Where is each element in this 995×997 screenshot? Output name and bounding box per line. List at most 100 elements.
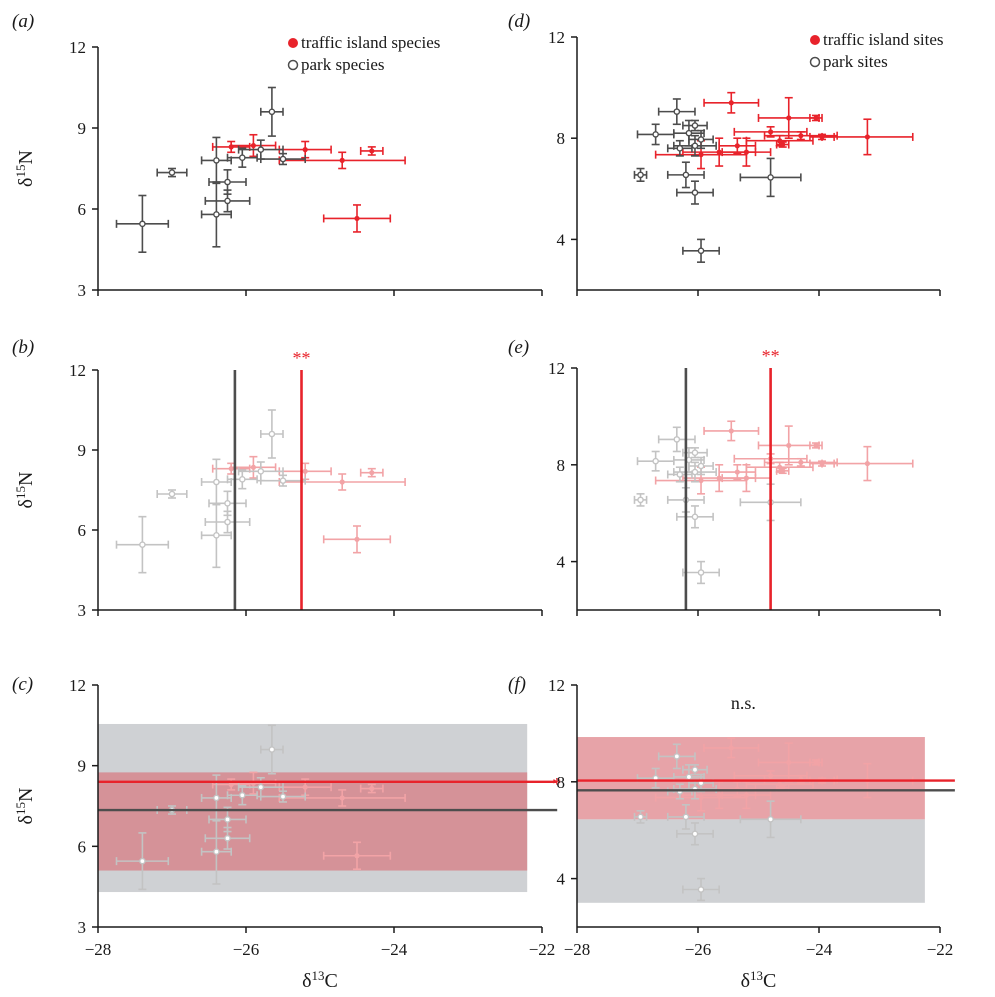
island-point bbox=[775, 466, 790, 475]
park-point bbox=[208, 806, 247, 833]
park-point bbox=[115, 515, 170, 574]
y-tick-label: 3 bbox=[78, 281, 87, 300]
panel-label: (d) bbox=[508, 11, 530, 32]
panel-d: 4 8 12 (d) traffic island sites park sites bbox=[508, 11, 944, 296]
park-point bbox=[115, 832, 170, 891]
y-tick-label: 12 bbox=[548, 28, 565, 47]
park-point bbox=[666, 139, 693, 157]
park-point bbox=[226, 469, 258, 490]
panel-label: (b) bbox=[12, 337, 34, 358]
y-tick-label: 9 bbox=[78, 119, 87, 138]
y-axis-label: δ15N bbox=[13, 150, 37, 187]
park-point bbox=[657, 743, 696, 770]
park-point bbox=[739, 800, 802, 839]
legend-label: park sites bbox=[823, 52, 888, 71]
park-point bbox=[676, 822, 714, 846]
y-tick-label: 3 bbox=[78, 601, 87, 620]
panel-e: 4 8 12 (e) ** bbox=[508, 337, 941, 616]
park-point bbox=[682, 238, 720, 263]
legend-label: traffic island sites bbox=[823, 30, 944, 49]
panel-a: 3 6 9 12 (a) δ15N traffic island species park s… bbox=[12, 11, 543, 300]
island-point bbox=[359, 146, 384, 156]
park-point bbox=[156, 489, 188, 499]
significance-annotation: n.s. bbox=[731, 693, 756, 713]
y-tick-label: 4 bbox=[557, 230, 566, 249]
panel-f: 4 8 12 −28 −26 −24 −22 (f) δ13C n.s. bbox=[508, 674, 955, 992]
x-axis-label: δ13C bbox=[741, 968, 777, 992]
significance-annotation: * bbox=[552, 774, 561, 794]
park-point bbox=[200, 136, 232, 185]
park-point bbox=[657, 426, 696, 453]
legend-marker bbox=[809, 56, 821, 68]
y-tick-label: 4 bbox=[557, 870, 566, 889]
y-tick-label: 12 bbox=[548, 359, 565, 378]
island-point bbox=[359, 467, 384, 478]
park-point bbox=[676, 180, 714, 205]
park-point bbox=[657, 98, 696, 126]
y-tick-label: 8 bbox=[557, 773, 566, 792]
park-point bbox=[237, 461, 284, 482]
island-point bbox=[278, 140, 332, 159]
park-point bbox=[688, 456, 714, 476]
x-axis-label: δ13C bbox=[302, 968, 338, 992]
panel-label: (f) bbox=[508, 674, 526, 695]
island-point bbox=[821, 118, 914, 156]
legend-label: park species bbox=[301, 55, 385, 74]
panel-label: (c) bbox=[12, 674, 33, 695]
park-point bbox=[633, 493, 648, 507]
island-point bbox=[230, 771, 277, 795]
park-point bbox=[633, 810, 648, 824]
park-point bbox=[226, 147, 258, 168]
park-point bbox=[115, 194, 170, 253]
park-point bbox=[666, 803, 705, 830]
x-tick-label: −26 bbox=[685, 940, 712, 959]
y-tick-label: 6 bbox=[78, 521, 87, 540]
panel-label: (a) bbox=[12, 11, 34, 32]
park-point bbox=[636, 123, 675, 146]
park-point bbox=[666, 466, 693, 483]
island-point bbox=[718, 137, 757, 155]
panel-b: 3 6 9 12 (b) δ15N ** bbox=[12, 337, 543, 620]
x-tick-label: −22 bbox=[529, 940, 556, 959]
significance-annotation: ** bbox=[293, 348, 311, 368]
island-point bbox=[322, 204, 392, 233]
park-point bbox=[259, 409, 284, 459]
park-point bbox=[666, 783, 693, 800]
park-point bbox=[226, 785, 258, 806]
legend-entry: park species bbox=[287, 55, 385, 74]
legend-entry: traffic island species bbox=[288, 33, 440, 52]
park-point bbox=[633, 167, 648, 183]
island-point bbox=[703, 737, 760, 759]
park-point bbox=[682, 560, 720, 585]
y-tick-label: 8 bbox=[557, 456, 566, 475]
y-tick-label: 12 bbox=[69, 676, 86, 695]
x-tick-label: −24 bbox=[381, 940, 408, 959]
island-point bbox=[230, 133, 277, 158]
y-tick-label: 6 bbox=[78, 837, 87, 856]
island-point bbox=[322, 841, 392, 870]
y-tick-label: 8 bbox=[557, 129, 566, 148]
island-point bbox=[821, 445, 914, 482]
island-point bbox=[703, 420, 760, 442]
island-point bbox=[763, 131, 838, 141]
island-range-band bbox=[98, 772, 528, 871]
park-point bbox=[208, 169, 247, 195]
y-tick-label: 4 bbox=[557, 553, 566, 572]
park-point bbox=[259, 152, 307, 166]
y-axis-label: δ15N bbox=[13, 788, 37, 825]
island-point bbox=[359, 783, 384, 794]
y-tick-label: 9 bbox=[78, 441, 87, 460]
park-point bbox=[156, 167, 188, 178]
park-point bbox=[259, 724, 284, 775]
legend-entry: traffic island sites bbox=[810, 30, 944, 49]
island-range-band bbox=[577, 737, 925, 820]
x-tick-label: −26 bbox=[233, 940, 260, 959]
y-axis-label: δ15N bbox=[13, 472, 37, 509]
y-tick-label: 6 bbox=[78, 200, 87, 219]
panel-label: (e) bbox=[508, 337, 529, 358]
island-point bbox=[775, 140, 790, 149]
significance-annotation: ** bbox=[762, 346, 780, 366]
park-range-band bbox=[577, 819, 925, 903]
x-tick-label: −28 bbox=[564, 940, 591, 959]
